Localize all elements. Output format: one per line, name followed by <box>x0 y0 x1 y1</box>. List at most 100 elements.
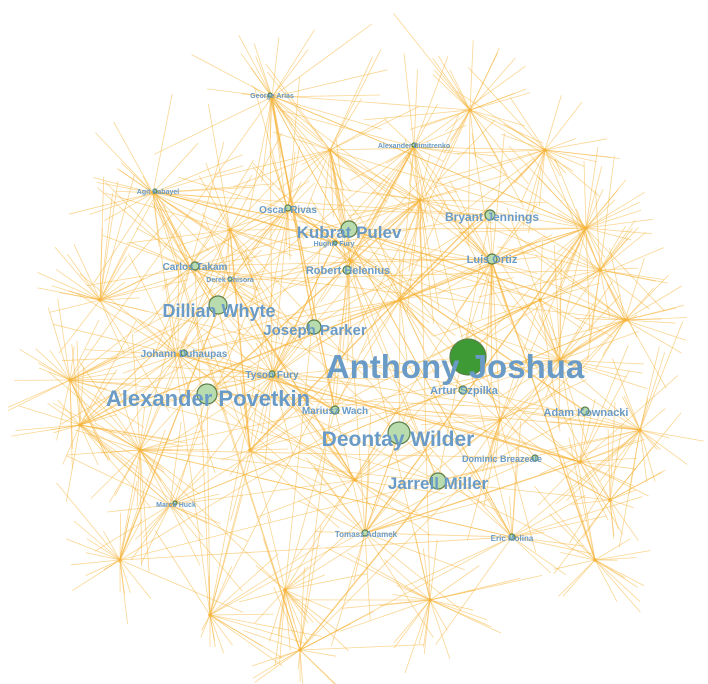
edge <box>229 172 285 231</box>
node-joseph-parker[interactable] <box>306 319 322 335</box>
edge <box>491 220 521 263</box>
node-tyson-fury[interactable] <box>268 370 276 378</box>
node-kubrat-pulev[interactable] <box>340 220 358 238</box>
edge <box>69 375 274 381</box>
edge <box>539 282 600 301</box>
edge <box>229 229 303 344</box>
hub-node <box>468 108 472 112</box>
edge <box>427 192 493 263</box>
edge <box>624 274 669 321</box>
edge <box>299 649 304 684</box>
edge <box>79 424 151 508</box>
edge <box>354 479 419 515</box>
edge <box>499 227 587 421</box>
label-luis-ortiz: Luis Ortiz <box>467 254 518 266</box>
edge <box>393 599 431 649</box>
edge <box>66 455 171 506</box>
node-robert-helenius[interactable] <box>342 265 352 275</box>
edge <box>595 190 601 271</box>
node-tomasz-adamek[interactable] <box>361 529 369 537</box>
edge <box>358 199 421 249</box>
edge <box>194 199 421 267</box>
edge <box>399 277 515 301</box>
edge <box>107 504 171 513</box>
edge <box>86 538 121 561</box>
hub-node <box>538 298 542 302</box>
edge <box>421 410 501 421</box>
edge <box>548 308 561 361</box>
edge <box>215 149 331 178</box>
node-marco-huck[interactable] <box>172 500 178 506</box>
edge <box>334 214 491 244</box>
edge <box>172 229 231 333</box>
edge <box>134 279 231 334</box>
edge <box>570 445 611 501</box>
edge <box>249 149 546 451</box>
edge <box>609 499 634 508</box>
edge <box>119 559 131 593</box>
edge <box>639 429 670 439</box>
node-luis-ortiz[interactable] <box>486 253 498 265</box>
edge <box>585 227 665 312</box>
edge <box>624 285 682 321</box>
node-johann-duhaupas[interactable] <box>180 349 188 357</box>
edge <box>7 379 71 411</box>
edge <box>329 149 388 203</box>
node-derek-chisora[interactable] <box>227 276 233 282</box>
edge <box>544 149 598 163</box>
node-artur-szpilka[interactable] <box>458 385 468 395</box>
hub-node <box>298 648 302 652</box>
node-bryant-jennings[interactable] <box>484 209 496 221</box>
edge <box>399 299 408 364</box>
edge <box>528 149 546 234</box>
edge <box>329 48 382 151</box>
edge <box>58 299 101 354</box>
edge <box>121 162 154 194</box>
edge <box>569 429 641 544</box>
edge <box>624 317 688 321</box>
edge <box>221 449 251 461</box>
node-adam-kownacki[interactable] <box>580 406 590 416</box>
edge <box>594 550 651 561</box>
node-eric-molina[interactable] <box>508 533 516 541</box>
edge <box>189 242 336 269</box>
edge <box>558 559 596 597</box>
edge <box>329 149 345 191</box>
node-dominic-breazeale[interactable] <box>531 454 539 462</box>
edge <box>556 227 587 254</box>
edge <box>364 532 466 571</box>
edge <box>639 321 684 431</box>
edge <box>15 424 81 431</box>
edge <box>472 382 581 463</box>
node-oscar-rivas[interactable] <box>284 204 292 212</box>
node-alexander-povetkin[interactable] <box>196 383 218 405</box>
edge <box>217 144 415 306</box>
edge <box>544 149 567 174</box>
edge <box>69 379 439 482</box>
edge <box>544 138 608 151</box>
edge <box>544 95 562 151</box>
edge <box>467 419 501 541</box>
edge <box>429 599 451 660</box>
node-carlos-takam[interactable] <box>190 261 200 271</box>
edge <box>136 354 179 401</box>
node-deontay-wilder[interactable] <box>387 421 411 445</box>
hub-node <box>608 498 612 502</box>
edge <box>429 599 474 611</box>
edge <box>639 429 661 450</box>
edge <box>56 379 71 441</box>
node-agit-kabayel[interactable] <box>152 188 158 194</box>
edge <box>69 372 116 381</box>
edge <box>585 209 642 229</box>
node-george-arias[interactable] <box>267 92 273 98</box>
edge <box>284 589 302 646</box>
node-alexander-dimitrenko[interactable] <box>411 142 417 148</box>
edge <box>398 299 401 434</box>
edge <box>72 559 121 592</box>
node-jarrell-miller[interactable] <box>429 472 447 490</box>
node-dillian-whyte[interactable] <box>208 295 228 315</box>
node-hughie-fury[interactable] <box>332 240 338 246</box>
node-anthony-joshua[interactable] <box>449 338 487 376</box>
node-mariusz-wach[interactable] <box>330 405 340 415</box>
edge <box>347 552 431 601</box>
